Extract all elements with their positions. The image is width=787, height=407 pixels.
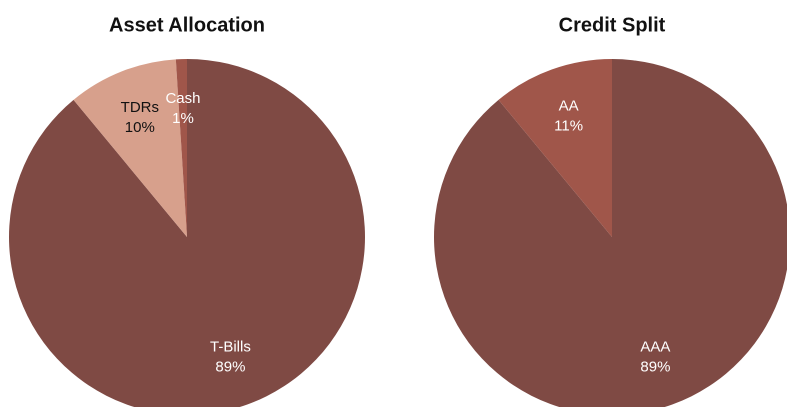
slice-name: T-Bills: [210, 339, 251, 356]
slice-value: 10%: [125, 119, 155, 136]
slice-name: Cash: [165, 90, 200, 107]
slice-name: AAA: [640, 339, 670, 356]
pie-slice: [73, 59, 187, 237]
slice-value: 89%: [215, 359, 245, 376]
pie-slice: [9, 59, 365, 407]
chart-title: Asset Allocation: [109, 14, 265, 36]
chart-title: Credit Split: [559, 14, 666, 36]
slice-value: 89%: [640, 359, 670, 376]
slice-name: TDRs: [121, 99, 159, 116]
pie-slice: [434, 59, 787, 407]
pie: [434, 59, 787, 407]
pie-slice: [175, 59, 187, 237]
slice-value: 11%: [554, 117, 583, 134]
pie-slice: [498, 59, 612, 237]
slice-value: 1%: [172, 110, 194, 127]
pie: [9, 59, 365, 407]
slice-name: AA: [559, 97, 579, 114]
